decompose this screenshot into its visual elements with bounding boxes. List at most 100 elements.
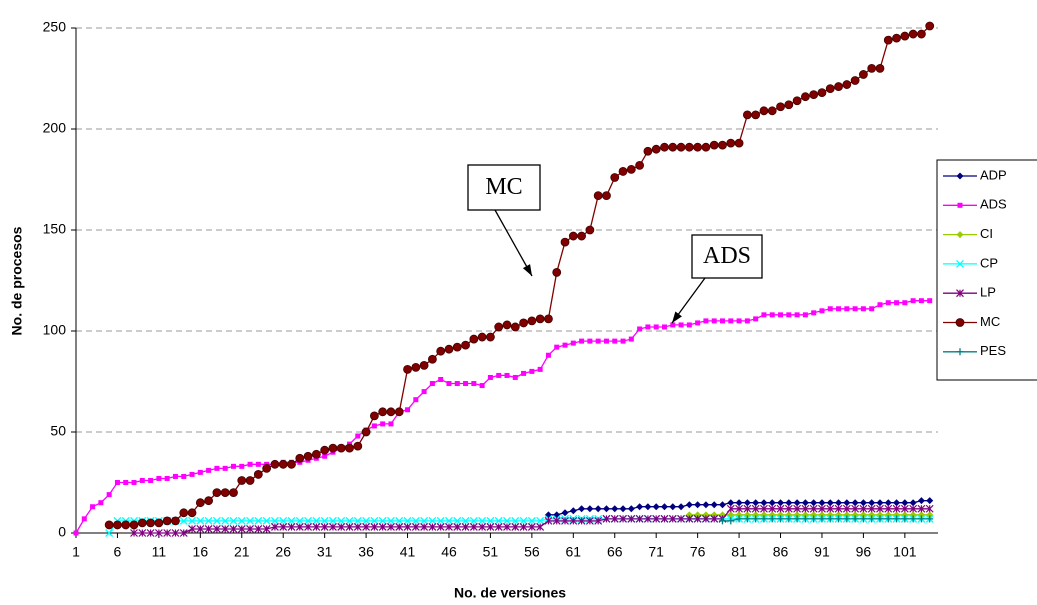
- point: [784, 504, 793, 513]
- point: [461, 523, 470, 531]
- point: [702, 501, 710, 509]
- point: [535, 314, 545, 324]
- point: [776, 504, 785, 513]
- point: [868, 499, 876, 507]
- point: [867, 64, 877, 73]
- x-tick-label: 26: [275, 544, 291, 560]
- point: [428, 516, 437, 525]
- point: [793, 515, 801, 523]
- point: [521, 370, 527, 376]
- point: [353, 516, 362, 525]
- legend-marker: [956, 289, 964, 298]
- point: [768, 499, 776, 507]
- point: [181, 473, 187, 479]
- point: [844, 306, 850, 312]
- point: [751, 504, 760, 513]
- point: [602, 514, 611, 523]
- point: [703, 318, 709, 324]
- point: [768, 504, 777, 513]
- point: [164, 475, 170, 481]
- point: [594, 516, 603, 525]
- point: [387, 523, 395, 531]
- point: [295, 523, 304, 531]
- point: [239, 463, 245, 469]
- point: [676, 142, 686, 152]
- point: [104, 520, 114, 530]
- point: [304, 516, 313, 525]
- point: [162, 516, 172, 526]
- point: [628, 336, 634, 342]
- point: [645, 324, 651, 330]
- point: [311, 449, 321, 459]
- series: [544, 497, 934, 519]
- point: [595, 338, 601, 344]
- point: [718, 140, 727, 150]
- point: [403, 364, 412, 374]
- point: [603, 338, 609, 344]
- point: [486, 332, 495, 342]
- point: [337, 523, 346, 531]
- point: [892, 33, 901, 43]
- point: [371, 423, 377, 429]
- annotation-text: ADS: [703, 243, 751, 269]
- point: [876, 504, 884, 513]
- point: [188, 525, 196, 533]
- point: [636, 503, 644, 511]
- point: [637, 326, 643, 332]
- point: [187, 508, 197, 518]
- point: [503, 523, 511, 531]
- point: [594, 505, 602, 513]
- point: [262, 463, 272, 473]
- point: [652, 514, 661, 523]
- point: [786, 312, 792, 318]
- point: [810, 515, 818, 523]
- y-tick-label: 50: [50, 423, 66, 439]
- point: [486, 516, 495, 525]
- point: [295, 453, 305, 463]
- point: [496, 372, 502, 378]
- point: [743, 515, 751, 523]
- x-tick-label: 101: [893, 544, 917, 560]
- point: [287, 459, 296, 469]
- point: [387, 516, 395, 525]
- point: [328, 516, 337, 525]
- point: [743, 504, 752, 513]
- point: [860, 306, 866, 312]
- point: [172, 473, 178, 479]
- point: [710, 514, 719, 523]
- legend-marker: [956, 259, 964, 268]
- point: [254, 525, 263, 533]
- point: [643, 146, 653, 156]
- x-tick-label: 76: [690, 544, 706, 560]
- point: [405, 407, 411, 413]
- point: [769, 312, 775, 318]
- point: [529, 368, 535, 374]
- point: [918, 298, 924, 304]
- point: [156, 475, 162, 481]
- point: [720, 318, 725, 324]
- point: [137, 518, 147, 528]
- point: [884, 504, 893, 513]
- point: [735, 515, 743, 523]
- point: [736, 318, 742, 324]
- x-tick-label: 46: [441, 544, 457, 560]
- x-tick-label: 66: [607, 544, 623, 560]
- point: [519, 516, 528, 525]
- point: [585, 516, 594, 525]
- point: [469, 334, 479, 344]
- point: [619, 505, 627, 513]
- x-tick-label: 86: [773, 544, 789, 560]
- point: [453, 523, 462, 531]
- point: [196, 525, 205, 533]
- point: [336, 443, 346, 453]
- point: [196, 516, 205, 525]
- point: [429, 381, 435, 387]
- point: [800, 92, 810, 102]
- point: [568, 231, 578, 241]
- legend-label: CP: [980, 255, 998, 270]
- point: [784, 100, 794, 110]
- point: [545, 352, 551, 358]
- point: [834, 504, 843, 513]
- point: [478, 516, 487, 525]
- point: [471, 381, 477, 387]
